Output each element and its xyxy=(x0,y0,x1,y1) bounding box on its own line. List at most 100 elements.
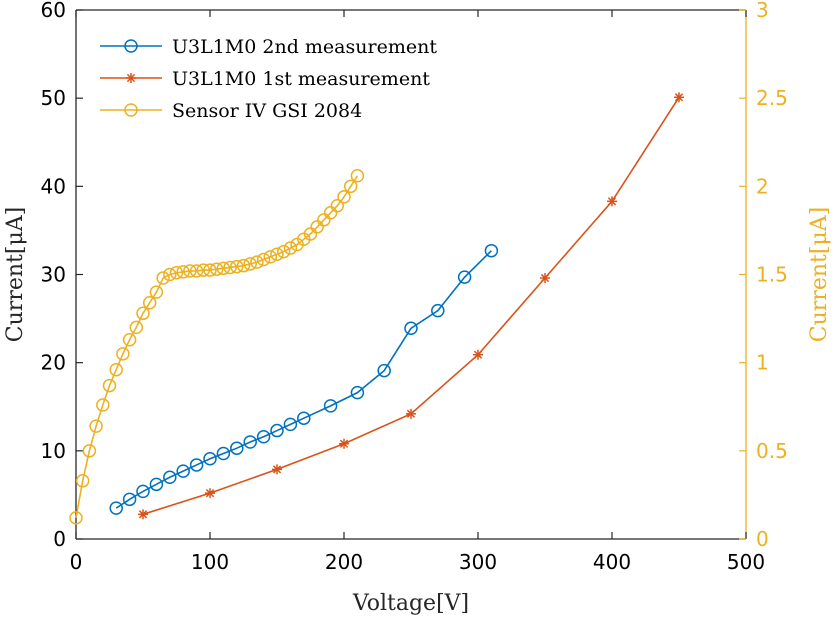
data-point xyxy=(203,263,217,277)
y-right-tick-label: 2 xyxy=(756,174,769,198)
data-point xyxy=(122,492,137,507)
data-point xyxy=(196,263,211,277)
data-point xyxy=(350,385,365,400)
data-point xyxy=(149,285,164,299)
data-point xyxy=(116,347,130,361)
series-line xyxy=(115,250,492,509)
data-point xyxy=(270,247,284,261)
data-point xyxy=(96,398,110,412)
data-point xyxy=(250,255,264,269)
data-point xyxy=(243,435,257,449)
data-point xyxy=(431,303,445,318)
legend-label: U3L1M0 1st measurement xyxy=(172,68,430,90)
asterisk-stroke xyxy=(126,73,136,83)
data-point xyxy=(163,470,177,485)
x-tick-label: 400 xyxy=(593,550,631,574)
y-left-tick-label: 10 xyxy=(41,439,66,463)
data-point xyxy=(75,474,90,488)
data-point xyxy=(216,446,231,461)
y-left-tick-label: 30 xyxy=(41,263,66,287)
legend-entry-1: U3L1M0 2nd measurement xyxy=(100,36,437,58)
y-left-tick-label: 50 xyxy=(41,86,66,110)
asterisk-stroke xyxy=(540,273,550,283)
data-point xyxy=(674,92,684,103)
series-line xyxy=(142,96,680,516)
legend: U3L1M0 2nd measurement U3L1M0 1st measure… xyxy=(100,36,437,122)
axes: 0 100 200 300 400 500010203040506000.511.522.… xyxy=(3,0,832,616)
data-point xyxy=(310,220,324,234)
data-point xyxy=(102,378,117,393)
data-point xyxy=(138,509,148,520)
asterisk-stroke xyxy=(473,350,483,359)
y-right-tick-label: 1.5 xyxy=(756,263,788,287)
asterisk-stroke xyxy=(339,439,349,448)
data-point xyxy=(607,196,617,207)
data-point xyxy=(176,265,190,279)
data-point xyxy=(189,458,204,472)
data-point xyxy=(176,464,190,478)
x-tick-label: 500 xyxy=(727,550,765,574)
data-point xyxy=(136,484,150,499)
data-point xyxy=(203,452,217,466)
y-left-tick-label: 20 xyxy=(41,351,66,375)
data-point xyxy=(109,501,123,515)
y-right-tick-label: 2.5 xyxy=(756,86,788,110)
data-point xyxy=(297,411,311,425)
data-point xyxy=(136,306,150,321)
asterisk-stroke xyxy=(272,465,282,474)
data-point xyxy=(283,241,298,255)
data-point xyxy=(142,295,157,310)
y-right-tick-label: 0 xyxy=(756,527,769,551)
data-point xyxy=(276,244,291,259)
data-point xyxy=(205,488,215,499)
data-point xyxy=(163,267,177,282)
data-point xyxy=(317,213,331,227)
y-left-tick-label: 0 xyxy=(53,527,66,551)
data-point xyxy=(404,321,418,336)
data-point xyxy=(473,349,483,360)
data-point xyxy=(323,399,338,413)
data-point xyxy=(406,408,416,419)
legend-marker xyxy=(124,39,138,53)
data-point xyxy=(230,259,244,274)
asterisk-stroke xyxy=(674,93,684,102)
data-point xyxy=(457,270,472,284)
legend-label: Sensor IV GSI 2084 xyxy=(172,100,362,122)
data-point xyxy=(540,273,550,284)
data-point xyxy=(223,260,237,275)
data-point xyxy=(337,190,351,204)
data-point xyxy=(256,429,271,444)
data-point xyxy=(484,243,499,258)
data-point xyxy=(216,261,231,276)
data-point xyxy=(283,417,298,432)
series-3 xyxy=(69,169,365,525)
data-point xyxy=(169,265,184,280)
data-point xyxy=(350,169,365,183)
legend-marker xyxy=(126,73,136,83)
x-tick-label: 200 xyxy=(325,550,363,574)
x-axis-title: Voltage[V] xyxy=(352,591,469,616)
x-tick-label: 300 xyxy=(459,550,497,574)
series-1 xyxy=(109,243,499,515)
data-point xyxy=(156,271,170,285)
y-left-tick-label: 40 xyxy=(41,174,66,198)
x-tick-label: 100 xyxy=(191,550,229,574)
y-right-tick-label: 1 xyxy=(756,351,769,375)
series-line xyxy=(75,175,359,518)
data-point xyxy=(209,262,224,276)
y-right-tick-label: 0.5 xyxy=(756,439,788,463)
data-point xyxy=(377,363,391,378)
data-point xyxy=(339,438,349,449)
x-tick-label: 0 xyxy=(70,550,83,574)
data-point xyxy=(122,332,137,347)
data-point xyxy=(230,441,244,455)
legend-marker xyxy=(124,103,138,117)
data-point xyxy=(256,252,271,267)
y-left-tick-label: 60 xyxy=(41,0,66,22)
legend-entry-3: Sensor IV GSI 2084 xyxy=(100,100,362,122)
data-point xyxy=(129,320,144,335)
data-point xyxy=(330,198,345,213)
y-left-axis-title: Current[μA] xyxy=(3,207,28,342)
data-point xyxy=(270,423,284,438)
